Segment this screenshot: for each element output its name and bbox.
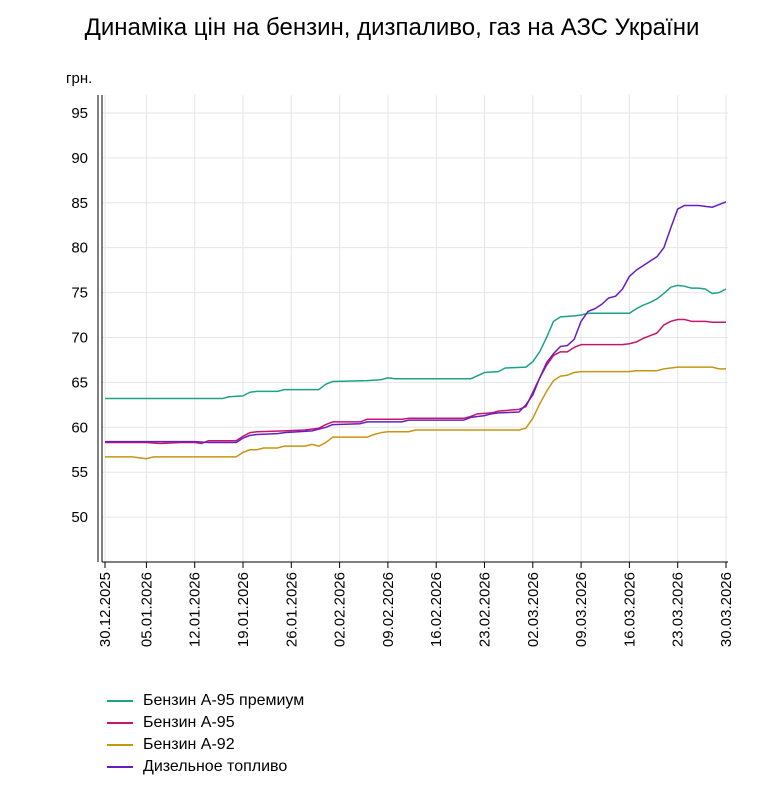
legend-label: Бензин А-95 премиум	[143, 692, 305, 709]
x-tick-label: 09.02.2026	[380, 572, 397, 647]
y-axis-unit-label: грн.	[66, 70, 92, 87]
legend-item: Бензин А-92	[107, 734, 304, 756]
series-layer	[105, 201, 727, 460]
legend-item: Дизельное топливо	[107, 756, 304, 778]
x-tick-label: 02.02.2026	[332, 572, 349, 647]
y-tick-label: 75	[71, 285, 88, 302]
y-tick-label: 85	[71, 195, 88, 212]
x-tick-label: 05.01.2026	[138, 572, 155, 647]
chart-title: Динаміка цін на бензин, дизпаливо, газ н…	[84, 14, 700, 41]
axis-layer: 50 55 60 65 70 75 80 85 90 95 30.12.2025 05.01.2026…	[71, 95, 735, 647]
y-tick-label: 65	[71, 374, 88, 391]
series-line-2	[105, 318, 726, 445]
series-line-3	[105, 366, 726, 460]
x-tick-label: 12.01.2026	[187, 572, 204, 647]
legend-swatch	[107, 700, 133, 702]
x-tick-label: 26.01.2026	[283, 572, 300, 647]
x-tick-label: 16.03.2026	[621, 572, 638, 647]
legend-swatch	[107, 744, 133, 746]
y-tick-label: 90	[71, 150, 88, 167]
y-tick-label: 50	[71, 509, 88, 526]
y-tick-label: 60	[71, 419, 88, 436]
grid-layer	[102, 95, 728, 562]
x-tick-label: 16.02.2026	[428, 572, 445, 647]
x-tick-label: 23.02.2026	[477, 572, 494, 647]
x-tick-label: 19.01.2026	[235, 572, 252, 647]
x-tick-label: 30.12.2025	[97, 572, 114, 647]
y-tick-label: 70	[71, 329, 88, 346]
legend-label: Бензин А-95	[143, 714, 235, 731]
legend-swatch	[107, 766, 133, 768]
legend-swatch	[107, 722, 133, 724]
legend-label: Дизельное топливо	[143, 758, 288, 775]
x-tick-label: 30.03.2026	[718, 572, 735, 647]
x-tick-label: 23.03.2026	[670, 572, 687, 647]
x-tick-label: 02.03.2026	[525, 572, 542, 647]
legend-item: Бензин А-95 премиум	[107, 690, 304, 712]
series-line-4	[105, 201, 727, 444]
legend-label: Бензин А-92	[143, 736, 235, 753]
x-tick-label: 09.03.2026	[573, 572, 590, 647]
legend: Бензин А-95 премиум Бензин А-95 Бензин А-9…	[107, 690, 304, 778]
legend-item: Бензин А-95	[107, 712, 304, 734]
series-line-1	[105, 284, 727, 400]
y-tick-label: 80	[71, 240, 88, 257]
y-tick-label: 95	[71, 105, 88, 122]
y-tick-label: 55	[71, 464, 88, 481]
